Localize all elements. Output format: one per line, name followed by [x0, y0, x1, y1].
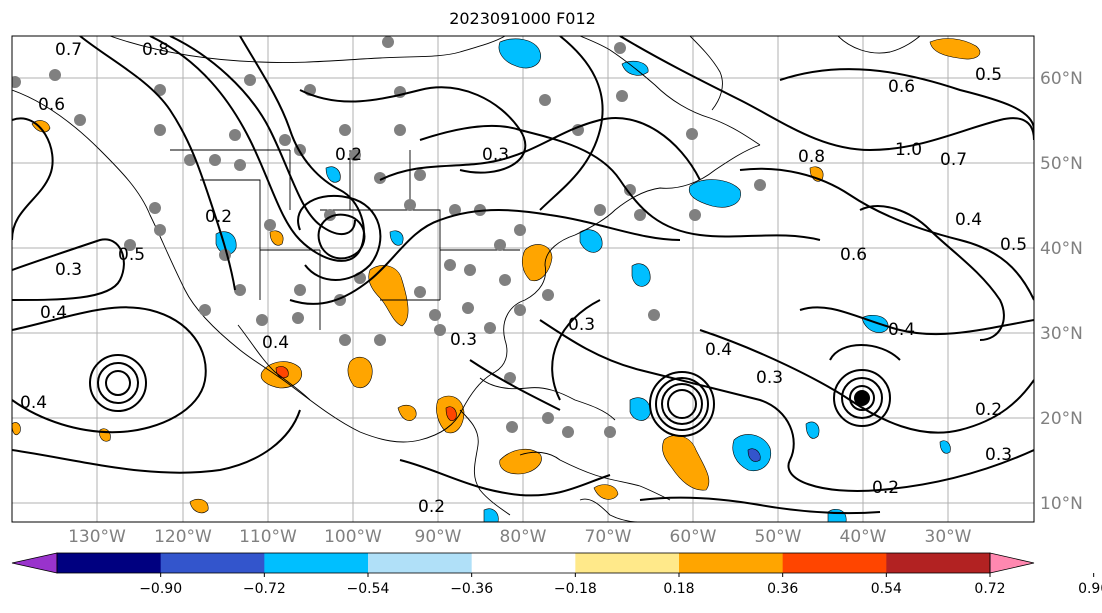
colorbar-segment	[575, 553, 680, 573]
longitude-labels: 130°W 120°W 110°W 100°W 90°W 80°W 70°W 6…	[68, 527, 972, 547]
storm-center-marker	[854, 390, 870, 406]
colorbar-segment	[160, 553, 265, 573]
contour-label: 0.2	[418, 497, 445, 517]
lon-label: 60°W	[670, 527, 717, 547]
lat-label: 50°N	[1040, 154, 1083, 174]
lat-label: 30°N	[1040, 324, 1083, 344]
lon-label: 40°W	[840, 527, 887, 547]
colorbar-tick-label: −0.72	[243, 581, 286, 597]
colorbar-extend-low	[11, 552, 58, 574]
colorbar-tick-label: 0.72	[974, 581, 1005, 597]
colorbar-tick-label: 0.36	[767, 581, 798, 597]
contour-label: 1.0	[895, 140, 922, 160]
contour-label: 0.4	[888, 320, 915, 340]
lon-label: 90°W	[415, 527, 462, 547]
colorbar-tick-label: 0.54	[871, 581, 902, 597]
contour-label: 0.6	[888, 77, 915, 97]
contour-label: 0.5	[975, 65, 1002, 85]
colorbar-tick-label: −0.54	[347, 581, 390, 597]
colorbar-segment	[679, 553, 784, 573]
colorbar-segment	[886, 553, 991, 573]
contour-label: 0.6	[38, 95, 65, 115]
contour-label: 0.5	[118, 245, 145, 265]
contour-label: 0.2	[975, 400, 1002, 420]
lat-label: 10°N	[1040, 494, 1083, 514]
coastlines	[12, 36, 921, 522]
lon-label: 70°W	[585, 527, 632, 547]
lon-label: 120°W	[154, 527, 212, 547]
shaded-patches	[12, 38, 981, 522]
contour-lines	[12, 36, 1034, 515]
station-dots	[12, 36, 766, 438]
colorbar-tick-label: −0.90	[139, 581, 182, 597]
contour-label: 0.5	[1000, 235, 1027, 255]
lat-label: 20°N	[1040, 409, 1083, 429]
colorbar-frame	[56, 552, 991, 574]
map-frame	[11, 35, 1035, 523]
lon-label: 30°W	[925, 527, 972, 547]
contour-label: 0.8	[798, 147, 825, 167]
colorbar-segment	[264, 553, 369, 573]
lon-label: 80°W	[500, 527, 547, 547]
colorbar-segment	[368, 553, 473, 573]
colorbar-segment	[57, 553, 162, 573]
contour-label: 0.4	[705, 340, 732, 360]
contour-label: 0.4	[40, 303, 67, 323]
lon-label: 110°W	[239, 527, 297, 547]
lon-label: 50°W	[755, 527, 802, 547]
colorbar-segment	[471, 553, 576, 573]
map-title: 2023091000 F012	[449, 9, 596, 28]
lon-label: 100°W	[324, 527, 382, 547]
lon-label: 130°W	[68, 527, 126, 547]
contour-label: 0.2	[335, 145, 362, 165]
contour-label: 0.2	[205, 207, 232, 227]
contour-label: 0.3	[756, 368, 783, 388]
contour-label-group: 0.7 0.8 0.6 0.5 0.4 0.3 0.2 1.0 0.7 0.3 …	[20, 40, 1027, 517]
contour-label: 0.4	[955, 210, 982, 230]
contour-label: 0.7	[940, 150, 967, 170]
contour-label: 0.8	[142, 40, 169, 60]
contour-label: 0.3	[985, 445, 1012, 465]
contour-label: 0.7	[55, 40, 82, 60]
latitude-labels: 60°N 50°N 40°N 30°N 20°N 10°N	[1040, 69, 1083, 514]
contour-label: 0.3	[568, 315, 595, 335]
colorbar-tick-label: 0.18	[663, 581, 694, 597]
contour-label: 0.4	[20, 393, 47, 413]
contour-label: 0.2	[872, 478, 899, 498]
colorbar-extend-high	[989, 552, 1035, 574]
colorbar-tick-label: 0.90	[1078, 581, 1102, 597]
contour-label: 0.4	[262, 333, 289, 353]
colorbar-segment	[782, 553, 887, 573]
colorbar: −0.90 −0.72 −0.54 −0.36 −0.18 0.18 0.36 0.54 0.7…	[11, 552, 1102, 597]
contour-label: 0.3	[450, 330, 477, 350]
colorbar-tick-label: −0.36	[450, 581, 493, 597]
lat-label: 40°N	[1040, 239, 1083, 259]
contour-label: 0.3	[482, 145, 509, 165]
lat-label: 60°N	[1040, 69, 1083, 89]
contour-label: 0.3	[55, 260, 82, 280]
colorbar-tick-label: −0.18	[554, 581, 597, 597]
contour-label: 0.6	[840, 245, 867, 265]
